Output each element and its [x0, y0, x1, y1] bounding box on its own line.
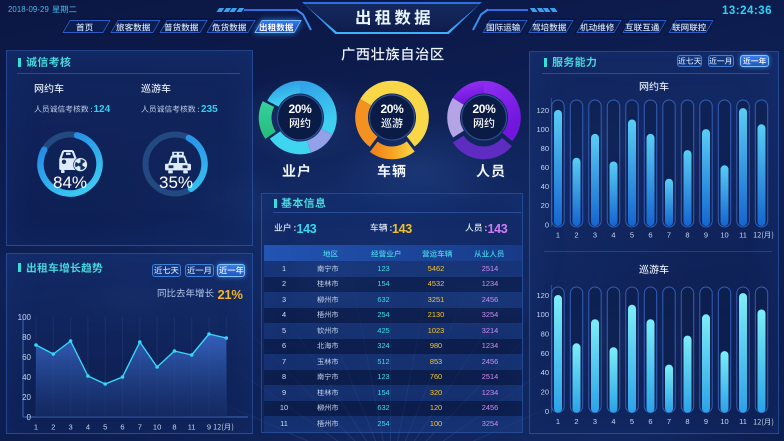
svg-text:9: 9: [207, 423, 211, 432]
svg-text:40: 40: [541, 368, 549, 377]
svg-text:2: 2: [574, 417, 578, 426]
svg-text:100: 100: [18, 313, 32, 322]
svg-text:120: 120: [536, 106, 549, 115]
svg-text:0: 0: [545, 220, 549, 229]
svg-text:3: 3: [593, 231, 597, 240]
svg-text:1: 1: [556, 231, 560, 240]
svg-text:7: 7: [138, 423, 142, 432]
svg-text:5: 5: [630, 231, 634, 240]
svg-text:20: 20: [22, 393, 31, 402]
svg-text:60: 60: [541, 163, 549, 172]
svg-text:6: 6: [648, 417, 652, 426]
svg-text:60: 60: [541, 349, 549, 358]
svg-text:40: 40: [541, 182, 549, 191]
svg-text:8: 8: [685, 231, 689, 240]
svg-text:120: 120: [536, 291, 549, 300]
svg-text:11: 11: [188, 423, 196, 432]
svg-text:4: 4: [86, 423, 90, 432]
svg-text:7: 7: [667, 231, 671, 240]
svg-text:10: 10: [720, 417, 728, 426]
svg-text:6: 6: [120, 423, 124, 432]
svg-text:0: 0: [27, 413, 32, 422]
svg-text:80: 80: [541, 144, 549, 153]
svg-text:1: 1: [34, 423, 38, 432]
svg-text:20: 20: [541, 388, 549, 397]
svg-text:60: 60: [22, 353, 31, 362]
svg-text:9: 9: [704, 417, 708, 426]
svg-text:3: 3: [69, 423, 73, 432]
svg-text:10: 10: [153, 423, 161, 432]
svg-text:5: 5: [630, 417, 634, 426]
svg-text:2: 2: [51, 423, 55, 432]
svg-text:10: 10: [720, 231, 728, 240]
svg-text:5: 5: [103, 423, 107, 432]
svg-text:20: 20: [541, 201, 549, 210]
svg-text:100: 100: [536, 125, 549, 134]
svg-text:0: 0: [545, 407, 549, 416]
svg-text:80: 80: [541, 330, 549, 339]
svg-text:8: 8: [685, 417, 689, 426]
svg-text:8: 8: [172, 423, 176, 432]
svg-text:2: 2: [574, 231, 578, 240]
svg-text:1: 1: [556, 417, 560, 426]
svg-text:6: 6: [648, 231, 652, 240]
svg-text:100: 100: [536, 310, 549, 319]
svg-text:40: 40: [22, 373, 31, 382]
svg-text:11: 11: [739, 231, 747, 240]
svg-text:11: 11: [739, 417, 747, 426]
svg-text:80: 80: [22, 333, 31, 342]
svg-text:9: 9: [704, 231, 708, 240]
svg-text:4: 4: [611, 417, 615, 426]
svg-text:7: 7: [667, 417, 671, 426]
svg-text:4: 4: [611, 231, 615, 240]
svg-text:3: 3: [593, 417, 597, 426]
